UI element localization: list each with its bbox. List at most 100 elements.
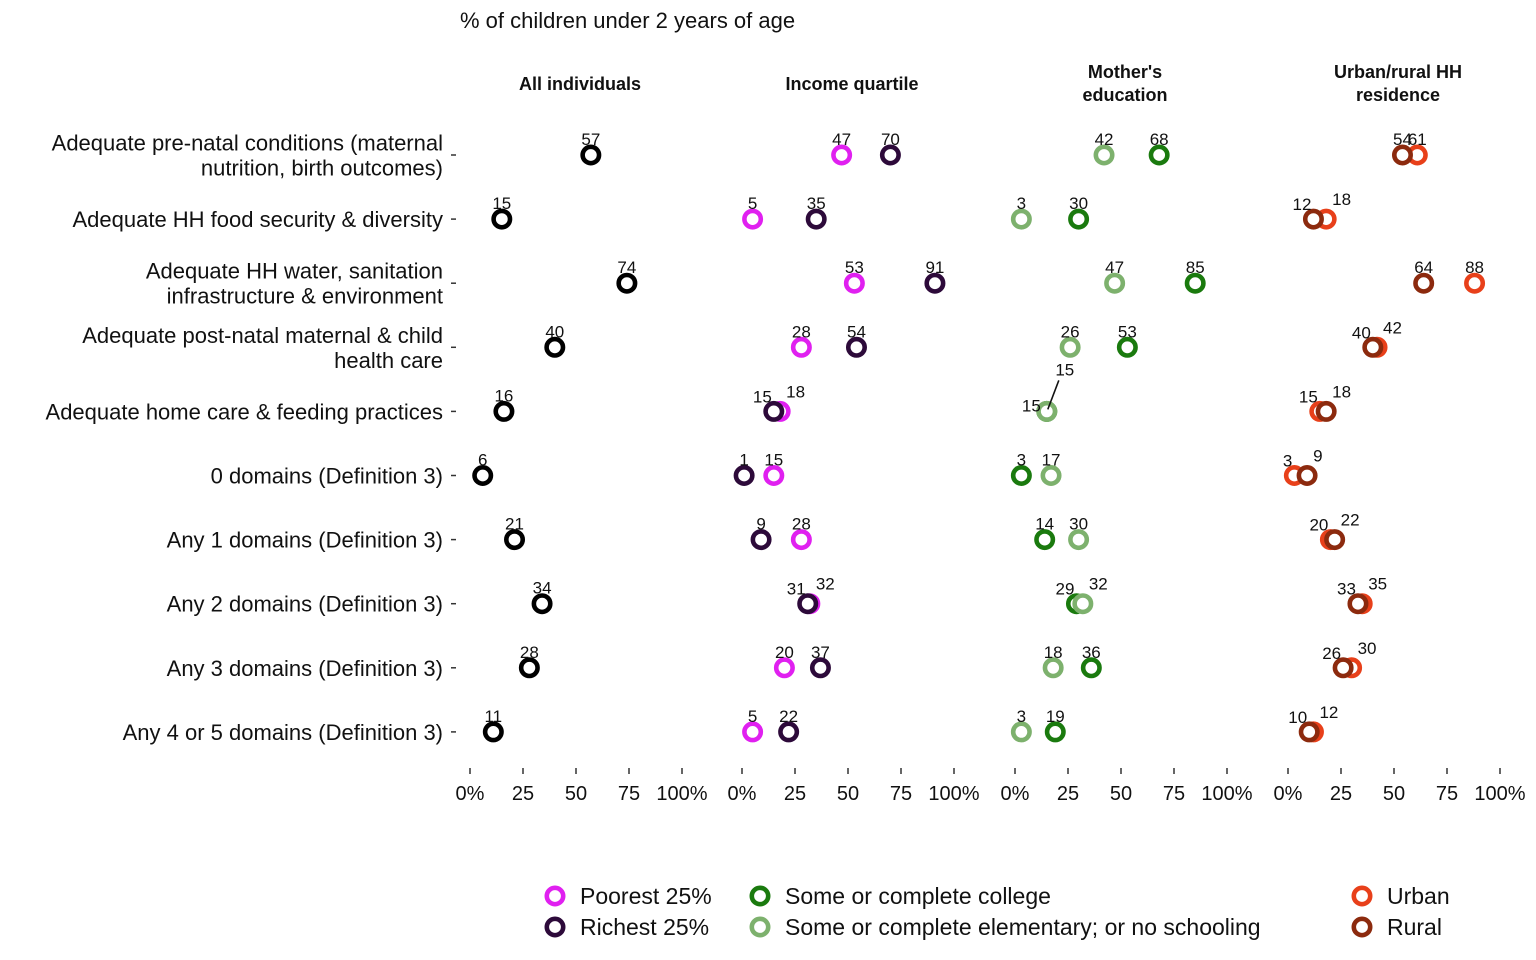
data-point [845,336,867,358]
data-point [1315,400,1337,422]
data-point [472,464,494,486]
x-tick-label: 0% [1001,783,1030,805]
data-point [580,144,602,166]
data-label: 30 [1069,194,1088,213]
x-tick-label: 100% [1201,783,1252,805]
x-tick-label: 50 [837,783,859,805]
row-label: 0 domains (Definition 3) [211,464,443,489]
data-point [809,657,831,679]
data-label: 28 [792,515,811,534]
legend-swatch [1351,885,1373,907]
data-label: 30 [1358,639,1377,658]
data-label: 26 [1322,644,1341,663]
data-point [1104,272,1126,294]
data-point [1413,272,1435,294]
data-label: 1 [739,451,748,470]
data-point [1298,721,1320,743]
data-label: 14 [1035,515,1054,534]
data-label: 20 [1309,516,1328,535]
x-tick-label: 50 [1110,783,1132,805]
data-point [763,400,785,422]
data-point [1042,657,1064,679]
data-point [1302,208,1324,230]
x-tick-label: 75 [890,783,912,805]
data-label: 6 [478,451,487,470]
data-label: 5 [748,707,757,726]
row-labels: Adequate pre-natal conditions (maternal n… [46,131,456,745]
panel-title: Urban/rural HH residence [1334,62,1462,105]
legend-swatch [749,885,771,907]
data-label: 37 [811,643,830,662]
data-point [879,144,901,166]
x-tick-label: 75 [618,783,640,805]
panel-title: Mother's education [1082,62,1167,105]
data-point [1362,336,1384,358]
data-point [1347,593,1369,615]
data-point [1010,721,1032,743]
x-tick-label: 25 [1330,783,1352,805]
data-label: 64 [1414,258,1433,277]
data-point [1391,144,1413,166]
legend-label: Urban [1387,883,1450,909]
data-label: 16 [494,386,513,405]
data-point [763,464,785,486]
data-label: 68 [1150,130,1169,149]
data-label: 15 [492,194,511,213]
panel: All individuals 0% 25 50 75 100% 57 15 74 40 16 6 21… [456,74,708,805]
data-label: 31 [787,580,806,599]
data-label: 10 [1288,708,1307,727]
data-label: 47 [1105,258,1124,277]
data-label: 53 [845,258,864,277]
data-point [831,144,853,166]
data-label: 36 [1082,643,1101,662]
data-label: 29 [1056,580,1075,599]
data-point [1034,529,1056,551]
legend-swatch [1351,916,1373,938]
data-point [1010,208,1032,230]
data-point [790,336,812,358]
data-label: 61 [1408,130,1427,149]
row-label: Any 4 or 5 domains (Definition 3) [123,720,443,745]
data-point [504,529,526,551]
data-label: 3 [1017,194,1026,213]
data-point [1080,657,1102,679]
data-label: 54 [1393,130,1412,149]
data-label: 88 [1465,258,1484,277]
data-label: 70 [881,130,900,149]
data-label: 57 [581,130,600,149]
row-label: Adequate HH food security & diversity [72,207,443,232]
data-label: 42 [1383,318,1402,337]
panel-title: All individuals [519,74,641,94]
data-label: 32 [816,575,835,594]
data-point [1184,272,1206,294]
data-point [797,593,819,615]
data-point [544,336,566,358]
data-label: 20 [775,643,794,662]
data-point [491,208,513,230]
x-tick-label: 25 [512,783,534,805]
data-label: 35 [1368,575,1387,594]
data-label: 5 [748,194,757,213]
data-point [1044,721,1066,743]
data-point [805,208,827,230]
panel-title: Income quartile [785,74,918,94]
data-point [1040,464,1062,486]
x-tick-label: 25 [784,783,806,805]
legend-swatch [544,916,566,938]
data-label: 3 [1017,451,1026,470]
data-label: 11 [484,707,502,726]
x-tick-label: 0% [1274,783,1303,805]
data-point [790,529,812,551]
data-point [531,593,553,615]
data-label: 9 [756,515,765,534]
data-point [750,529,772,551]
legend-label: Richest 25% [580,914,709,940]
x-tick-label: 100% [928,783,979,805]
data-point [482,721,504,743]
data-label: 21 [505,515,524,534]
data-label: 47 [832,130,851,149]
data-point [1464,272,1486,294]
data-label: 3 [1283,452,1292,471]
data-point [1116,336,1138,358]
